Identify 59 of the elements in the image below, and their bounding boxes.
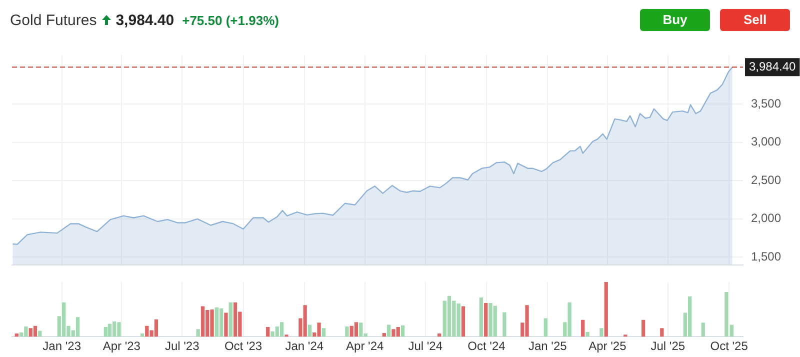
x-tick-label: Jul '23 xyxy=(164,339,200,354)
bar xyxy=(280,322,284,337)
bar xyxy=(502,312,506,337)
bar xyxy=(386,324,391,337)
text: Sell xyxy=(720,9,790,31)
bar xyxy=(14,334,18,337)
bar xyxy=(196,329,200,337)
bar xyxy=(140,334,144,337)
bar xyxy=(228,302,232,337)
x-tick-label: Jul '25 xyxy=(650,339,686,354)
bar xyxy=(308,324,312,337)
x-tick-label: Oct '23 xyxy=(224,339,262,354)
bar xyxy=(641,320,646,337)
x-tick-label: Jul '24 xyxy=(408,339,443,354)
bar xyxy=(214,307,219,337)
bar xyxy=(322,328,326,337)
y-tick-label: 2,000 xyxy=(751,211,782,226)
y-tick-label: 3,000 xyxy=(751,134,782,149)
bar xyxy=(382,332,386,337)
text: +75.50 (+1.93%) xyxy=(182,12,279,28)
bar xyxy=(200,306,205,337)
bar xyxy=(701,322,705,337)
bar xyxy=(266,326,270,337)
bar xyxy=(354,322,358,337)
bar xyxy=(38,330,42,337)
bar xyxy=(33,326,38,337)
y-tick-label: 2,500 xyxy=(751,172,782,187)
x-tick-label: Apr '24 xyxy=(346,339,384,354)
y-tick-label: 1,500 xyxy=(751,249,782,264)
bar xyxy=(224,312,228,337)
x-tick-label: Apr '25 xyxy=(588,339,627,354)
bar xyxy=(104,326,108,337)
bar xyxy=(600,328,604,337)
bar xyxy=(437,334,442,337)
x-tick-label: Jan '23 xyxy=(42,339,82,354)
bar xyxy=(76,317,80,337)
x-tick-label: Jan '24 xyxy=(285,339,324,354)
text: Buy xyxy=(640,9,710,31)
bar xyxy=(484,302,488,337)
x-tick-label: Apr '23 xyxy=(102,339,141,354)
x-tick-label: Oct '24 xyxy=(468,339,506,354)
chart-subtitle: 3,984.40 xyxy=(116,12,174,28)
x-tick-label: Jan '25 xyxy=(528,339,568,354)
bar xyxy=(660,328,664,337)
x-tick-label: Oct '25 xyxy=(710,339,748,354)
bar xyxy=(345,326,349,337)
bar xyxy=(581,320,585,337)
bar xyxy=(544,318,548,337)
bar xyxy=(461,306,466,337)
y-tick-label: 3,500 xyxy=(751,96,782,110)
bar xyxy=(604,282,608,337)
bar xyxy=(586,332,590,337)
bar xyxy=(479,298,483,337)
bar xyxy=(730,324,734,337)
chart-title: Gold Futures xyxy=(10,12,97,28)
bar xyxy=(108,324,112,337)
bar xyxy=(400,325,405,337)
ref-line-label: 3,984.40 xyxy=(749,59,796,74)
bar xyxy=(724,292,728,337)
